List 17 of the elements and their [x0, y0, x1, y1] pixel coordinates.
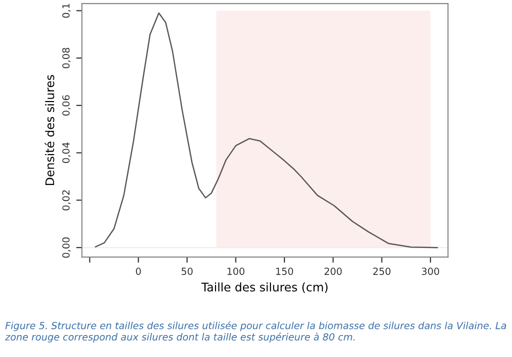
x-tick-label: 200 — [324, 268, 342, 275]
caption: Figure 5. Structure en tailles des silures utilisée pour calculer la biomasse de silures dans la Vilaine. La zone rouge correspond aux silures dont la taille est supérieure à 80 cm. — [5, 321, 506, 342]
y-tick-label: 0,06 — [62, 95, 71, 116]
x-tick-label: 250 — [373, 268, 390, 275]
x-tick-label: 300 — [422, 268, 440, 275]
x-tick-label: 50 — [182, 268, 193, 275]
y-tick-label: 0,00 — [62, 237, 71, 258]
x-tick-label: 100 — [228, 268, 244, 275]
y-tick-label: 0,02 — [62, 190, 71, 210]
x-tick-label: 150 — [276, 268, 294, 275]
x-tick-label: 0 — [136, 268, 141, 275]
y-axis-title: Densité des silures — [44, 74, 54, 186]
y-tick-label: 0,04 — [62, 142, 71, 163]
x-axis-title: Taille des silures (cm) — [201, 282, 328, 293]
y-tick-label: 0,08 — [62, 48, 71, 68]
line-series — [94, 12, 438, 248]
y-tick-label: 0,1 — [62, 4, 71, 18]
